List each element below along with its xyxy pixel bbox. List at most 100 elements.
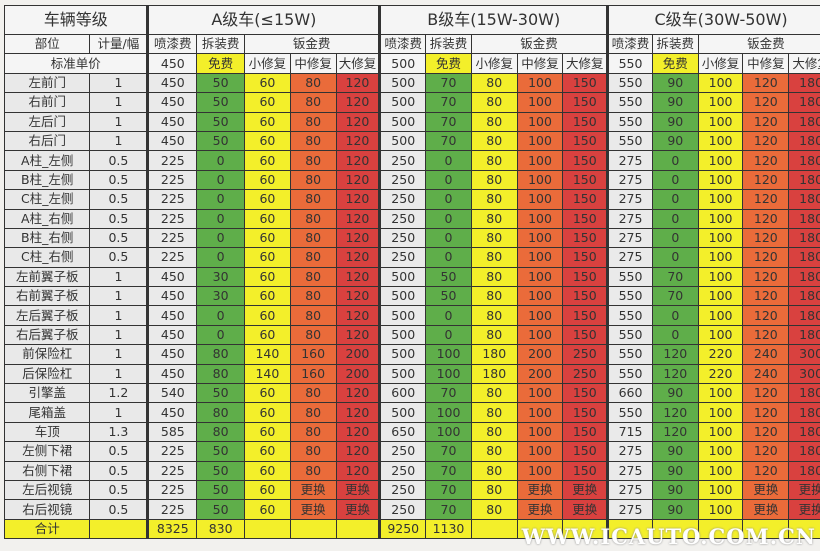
small-repair-fee: 60 xyxy=(244,305,291,326)
paint-fee: 450 xyxy=(146,363,198,385)
large-repair-fee: 更换 xyxy=(335,499,381,520)
large-repair-fee: 120 xyxy=(335,189,381,210)
standard-disassembly-free: 免费 xyxy=(196,53,246,74)
disassembly-fee: 90 xyxy=(651,130,699,152)
paint-fee: 225 xyxy=(146,227,198,249)
part-name: 左后门 xyxy=(3,111,91,132)
disassembly-fee: 90 xyxy=(651,383,699,404)
small-repair-fee: 80 xyxy=(470,479,518,501)
medium-repair-fee: 120 xyxy=(742,227,790,249)
large-repair-fee: 120 xyxy=(335,305,381,326)
medium-repair-fee: 100 xyxy=(516,92,564,113)
small-repair-fee: 60 xyxy=(244,150,291,171)
paint-fee: 225 xyxy=(146,247,198,268)
small-repair-fee: 60 xyxy=(244,460,291,481)
table-row: 引擎盖 1.2 540 50 60 80 120 600 70 80 100 150 660 90 100 1… xyxy=(3,383,820,404)
medium-repair-fee: 120 xyxy=(742,402,790,423)
disassembly-fee: 50 xyxy=(196,72,246,94)
medium-repair-fee: 100 xyxy=(516,130,564,152)
part-name: 右后视镜 xyxy=(3,499,91,520)
medium-repair-fee: 120 xyxy=(742,266,790,288)
disassembly-fee: 70 xyxy=(425,383,472,404)
disassembly-fee: 0 xyxy=(651,208,699,229)
small-repair-header: 小修复 xyxy=(244,53,291,74)
part-qty: 1.3 xyxy=(89,421,149,443)
paint-fee: 550 xyxy=(606,266,653,288)
part-qty: 0.5 xyxy=(89,150,149,171)
paint-fee: 450 xyxy=(146,72,198,94)
disassembly-fee: 80 xyxy=(196,363,246,385)
small-repair-fee: 100 xyxy=(697,286,744,307)
disassembly-fee: 120 xyxy=(651,363,699,385)
large-repair-fee: 120 xyxy=(335,130,381,152)
disassembly-fee: 70 xyxy=(651,286,699,307)
large-repair-fee: 150 xyxy=(562,150,609,171)
small-repair-fee: 80 xyxy=(470,247,518,268)
small-repair-fee: 100 xyxy=(697,150,744,171)
large-repair-fee: 180 xyxy=(788,111,820,132)
table-row: B柱_左侧 0.5 225 0 60 80 120 250 0 80 100 150 275 0 100 12… xyxy=(3,169,820,191)
large-repair-fee: 120 xyxy=(335,460,381,481)
small-repair-fee: 80 xyxy=(470,150,518,171)
part-qty: 1 xyxy=(89,402,149,423)
total-row: 合计 8325 830 9250 1130 xyxy=(3,518,820,540)
disassembly-fee: 0 xyxy=(425,305,472,326)
disassembly-fee: 0 xyxy=(196,150,246,171)
large-repair-fee: 150 xyxy=(562,266,609,288)
table-row: 左前翼子板 1 450 30 60 80 120 500 50 80 100 150 550 70 100 1… xyxy=(3,266,820,288)
medium-repair-header: 中修复 xyxy=(289,53,337,74)
paint-fee: 275 xyxy=(606,208,653,229)
paint-fee: 550 xyxy=(606,305,653,326)
paint-fee: 275 xyxy=(606,441,653,462)
paint-header: 喷漆费 xyxy=(606,33,653,55)
paint-fee: 550 xyxy=(606,344,653,365)
table-row: 车顶 1.3 585 80 60 80 120 650 100 80 100 150 715 120 100… xyxy=(3,421,820,443)
total-disassembly-fee: 1130 xyxy=(425,518,472,540)
medium-repair-fee: 100 xyxy=(516,324,564,346)
medium-repair-fee: 100 xyxy=(516,383,564,404)
small-repair-fee: 60 xyxy=(244,189,291,210)
paint-fee: 225 xyxy=(146,441,198,462)
part-name: 车顶 xyxy=(3,421,91,443)
paint-fee: 600 xyxy=(378,383,427,404)
medium-repair-fee: 160 xyxy=(289,363,337,385)
medium-repair-fee: 100 xyxy=(516,227,564,249)
disassembly-fee: 100 xyxy=(425,402,472,423)
disassembly-fee: 50 xyxy=(196,111,246,132)
medium-repair-fee: 100 xyxy=(516,72,564,94)
part-name: B柱_左侧 xyxy=(3,169,91,191)
sheet-metal-header: 钣金费 xyxy=(244,33,381,55)
disassembly-fee: 30 xyxy=(196,286,246,307)
large-repair-fee: 150 xyxy=(562,111,609,132)
paint-fee: 715 xyxy=(606,421,653,443)
small-repair-fee: 100 xyxy=(697,305,744,326)
paint-fee: 540 xyxy=(146,383,198,404)
standard-price-row: 标准单价 450 免费 小修复 中修复 大修复 500 免费 小修复 中修复 大修复 550 免费 小修… xyxy=(3,53,820,74)
paint-fee: 275 xyxy=(606,499,653,520)
small-repair-fee: 100 xyxy=(697,460,744,481)
medium-repair-fee: 80 xyxy=(289,305,337,326)
part-qty: 1 xyxy=(89,286,149,307)
disassembly-fee: 50 xyxy=(196,130,246,152)
part-qty: 0.5 xyxy=(89,479,149,501)
small-repair-fee: 60 xyxy=(244,402,291,423)
medium-repair-fee: 120 xyxy=(742,92,790,113)
part-qty: 1 xyxy=(89,111,149,132)
table-row: 前保险杠 1 450 80 140 160 200 500 100 180 200 250 550 120… xyxy=(3,344,820,365)
standard-paint-price: 500 xyxy=(378,53,427,74)
small-repair-fee: 100 xyxy=(697,227,744,249)
total-disassembly-fee xyxy=(651,518,699,540)
medium-repair-fee: 80 xyxy=(289,169,337,191)
disassembly-fee: 0 xyxy=(425,227,472,249)
disassembly-fee: 0 xyxy=(651,227,699,249)
disassembly-fee: 90 xyxy=(651,479,699,501)
medium-repair-fee: 80 xyxy=(289,402,337,423)
medium-repair-fee: 120 xyxy=(742,383,790,404)
medium-repair-fee: 80 xyxy=(289,383,337,404)
table-row: 左后门 1 450 50 60 80 120 500 70 80 100 150 550 90 100 120… xyxy=(3,111,820,132)
small-repair-fee: 80 xyxy=(470,402,518,423)
small-repair-fee: 80 xyxy=(470,305,518,326)
medium-repair-fee: 80 xyxy=(289,92,337,113)
large-repair-fee: 150 xyxy=(562,208,609,229)
large-repair-fee: 120 xyxy=(335,111,381,132)
